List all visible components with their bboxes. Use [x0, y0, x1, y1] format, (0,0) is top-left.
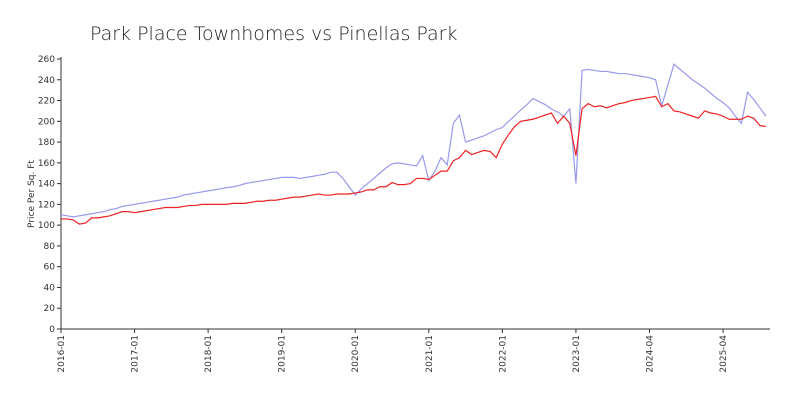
- series-line: [60, 63, 767, 218]
- y-tick-label: 200: [38, 117, 55, 127]
- x-tick-label: 2017-01: [131, 335, 141, 373]
- y-tick-label: 120: [38, 200, 55, 210]
- y-tick-label: 20: [44, 304, 56, 314]
- x-tick-label: 2018-01: [204, 335, 214, 373]
- y-tick-label: 0: [49, 325, 55, 335]
- x-tick-label: 2025-04: [719, 335, 729, 373]
- x-tick-label: 2020-01: [351, 335, 361, 373]
- x-tick-label: 2016-01: [57, 335, 67, 373]
- chart-title: Park Place Townhomes vs Pinellas Park: [90, 23, 457, 45]
- y-tick-label: 40: [44, 283, 56, 293]
- y-tick-label: 260: [38, 55, 55, 65]
- y-tick-label: 80: [44, 242, 56, 252]
- y-tick-label: 180: [38, 138, 55, 148]
- y-tick-label: 100: [38, 221, 55, 231]
- x-tick-label: 2024-04: [645, 335, 655, 373]
- y-tick-label: 60: [44, 263, 56, 273]
- y-tick-label: 220: [38, 97, 55, 107]
- x-tick-label: 2023-01: [572, 335, 582, 373]
- y-tick-label: 160: [38, 159, 55, 169]
- y-axis-label: Price Per Sq. Ft: [27, 160, 37, 228]
- y-tick-label: 140: [38, 180, 55, 190]
- y-tick-label: 240: [38, 76, 55, 86]
- x-tick-label: 2021-01: [425, 335, 435, 373]
- series-line: [61, 95, 767, 225]
- x-tick-label: 2019-01: [278, 335, 288, 373]
- x-tick-label: 2022-01: [498, 335, 508, 373]
